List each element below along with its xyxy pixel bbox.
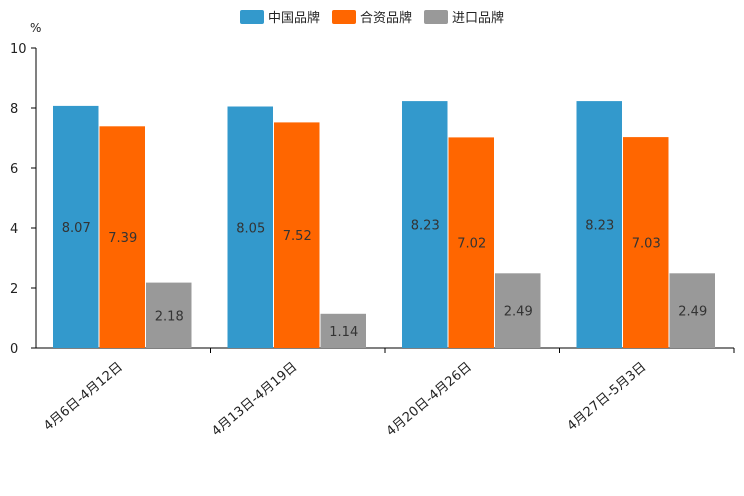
data-label: 7.03	[632, 237, 661, 252]
data-label: 1.14	[329, 325, 358, 340]
y-tick-label: 8	[10, 102, 18, 117]
legend-item-china-brand[interactable]: 中国品牌	[239, 7, 320, 26]
data-label: 8.07	[62, 221, 91, 236]
y-axis-unit: %	[30, 21, 42, 35]
bar	[402, 101, 448, 348]
bar	[320, 313, 366, 348]
y-tick-label: 6	[10, 162, 18, 177]
data-label: 8.05	[236, 221, 265, 236]
data-label: 2.49	[678, 305, 707, 320]
data-label: 8.23	[585, 219, 614, 234]
legend-item-import-brand[interactable]: 进口品牌	[424, 7, 504, 26]
bar	[495, 273, 541, 348]
bar	[448, 137, 494, 348]
y-tick-label: 10	[10, 42, 27, 57]
y-tick-label: 0	[10, 342, 18, 357]
legend-swatch	[331, 9, 356, 24]
data-label: 7.02	[457, 237, 486, 252]
bar	[146, 282, 192, 348]
bar	[576, 101, 622, 348]
legend-item-joint-venture-brand[interactable]: 合资品牌	[331, 7, 412, 26]
legend-label: 中国品牌	[267, 11, 320, 26]
bar	[99, 126, 145, 348]
y-tick-label: 4	[10, 222, 18, 237]
x-tick-label: 4月27日-5月3日	[565, 360, 650, 435]
data-label: 2.49	[504, 305, 533, 320]
legend-label: 合资品牌	[359, 11, 412, 26]
bar	[274, 122, 320, 349]
bar	[669, 273, 715, 348]
legend-swatch	[424, 9, 448, 24]
legend-swatch	[239, 9, 264, 24]
legend-label: 进口品牌	[452, 11, 505, 26]
data-label: 2.18	[155, 309, 184, 324]
data-label: 8.23	[411, 219, 440, 234]
bar	[623, 137, 669, 348]
bar	[227, 106, 273, 348]
data-label: 7.52	[283, 229, 312, 244]
legend: 中国品牌 合资品牌 进口品牌	[0, 7, 744, 26]
x-tick-label: 4月13日-4月19日	[209, 360, 300, 440]
y-tick-label: 2	[10, 282, 18, 297]
data-label: 7.39	[108, 231, 137, 246]
bar	[53, 105, 99, 349]
x-tick-label: 4月6日-4月12日	[41, 360, 126, 435]
x-tick-label: 4月20日-4月26日	[384, 360, 475, 440]
